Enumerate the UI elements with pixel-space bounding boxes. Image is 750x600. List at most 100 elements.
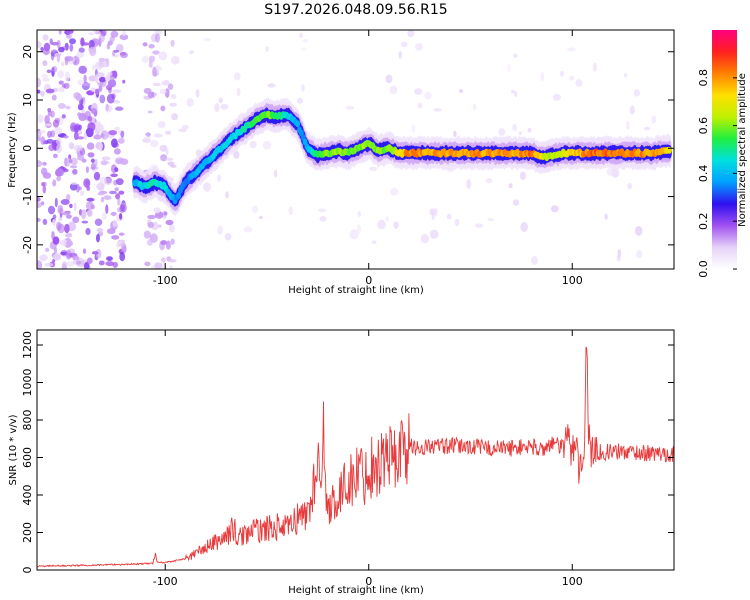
- noise-speckle: [165, 130, 172, 135]
- noise-speckle: [108, 130, 118, 136]
- noise-speckle: [168, 259, 177, 263]
- spectrogram-y-tick-label: 20: [21, 45, 34, 59]
- snr-x-tick-label: -100: [153, 575, 178, 588]
- noise-speckle: [52, 258, 56, 263]
- noise-speckle: [114, 187, 119, 192]
- noise-speckle: [40, 47, 44, 51]
- spectrogram-x-tick-label: 100: [562, 274, 583, 287]
- noise-speckle: [41, 73, 48, 78]
- noise-speckle: [154, 262, 163, 269]
- noise-speckle: [46, 69, 52, 74]
- noise-speckle: [50, 41, 60, 46]
- noise-speckle: [186, 98, 194, 107]
- noise-speckle: [415, 43, 423, 51]
- noise-speckle: [167, 83, 174, 90]
- noise-speckle: [433, 108, 442, 112]
- noise-speckle: [112, 70, 118, 78]
- spectrogram-x-axis-label: Height of straight line (km): [288, 285, 424, 296]
- noise-speckle: [569, 75, 575, 81]
- noise-speckle: [88, 32, 95, 36]
- noise-speckle: [195, 89, 200, 98]
- noise-speckle: [100, 160, 108, 166]
- noise-speckle: [389, 85, 398, 95]
- noise-speckle: [73, 144, 83, 152]
- noise-speckle: [249, 140, 257, 149]
- noise-speckle: [171, 94, 177, 100]
- noise-speckle: [297, 97, 303, 104]
- noise-speckle: [89, 46, 97, 57]
- noise-speckle: [50, 110, 55, 118]
- noise-speckle: [100, 196, 105, 203]
- spectrogram-y-tick-label: 10: [21, 93, 34, 107]
- noise-speckle: [424, 91, 432, 100]
- snr-y-tick-label: 600: [21, 447, 34, 468]
- noise-speckle: [37, 202, 42, 209]
- noise-speckle: [299, 32, 303, 39]
- noise-speckle: [147, 110, 153, 114]
- noise-speckle: [171, 113, 179, 121]
- noise-speckle: [64, 56, 69, 66]
- noise-speckle: [77, 79, 84, 86]
- noise-speckle: [487, 218, 494, 222]
- snr-y-tick-label: 200: [21, 522, 34, 543]
- noise-speckle: [147, 221, 154, 229]
- noise-speckle: [301, 47, 307, 52]
- noise-speckle: [45, 247, 50, 252]
- noise-speckle: [159, 88, 167, 95]
- snr-background: [37, 330, 674, 570]
- noise-speckle: [54, 197, 58, 208]
- noise-speckle: [431, 211, 435, 221]
- noise-speckle: [56, 143, 62, 154]
- noise-speckle: [91, 64, 96, 70]
- noise-speckle: [153, 92, 157, 96]
- noise-speckle: [40, 129, 46, 134]
- noise-speckle: [144, 261, 151, 267]
- noise-speckle: [103, 195, 112, 201]
- noise-speckle: [142, 138, 151, 143]
- noise-speckle: [115, 106, 124, 111]
- noise-speckle: [575, 79, 583, 88]
- noise-speckle: [75, 183, 80, 193]
- noise-speckle: [111, 235, 120, 240]
- snr-x-axis-label: Height of straight line (km): [288, 585, 424, 596]
- noise-speckle: [519, 171, 527, 180]
- noise-speckle: [189, 50, 194, 55]
- noise-speckle: [106, 93, 115, 104]
- noise-speckle: [643, 126, 651, 131]
- noise-speckle: [98, 260, 105, 266]
- noise-speckle: [170, 238, 175, 245]
- noise-speckle: [160, 240, 168, 246]
- noise-speckle: [118, 190, 125, 195]
- noise-speckle: [114, 126, 120, 131]
- noise-speckle: [75, 260, 82, 266]
- snr-y-tick-label: 1000: [21, 369, 34, 397]
- noise-speckle: [40, 90, 45, 97]
- noise-speckle: [356, 224, 362, 235]
- noise-speckle: [216, 174, 221, 182]
- noise-speckle: [61, 212, 71, 216]
- noise-speckle: [106, 228, 116, 235]
- noise-speckle: [617, 248, 621, 258]
- noise-speckle: [86, 197, 95, 202]
- noise-speckle: [167, 161, 175, 166]
- noise-speckle: [69, 183, 78, 191]
- noise-speckle: [66, 261, 75, 267]
- noise-speckle: [96, 233, 100, 243]
- noise-speckle: [168, 224, 175, 233]
- noise-speckle: [485, 178, 493, 184]
- noise-speckle: [42, 218, 48, 225]
- noise-speckle: [527, 127, 532, 133]
- noise-speckle: [68, 159, 73, 164]
- noise-speckle: [83, 74, 87, 84]
- noise-speckle: [43, 42, 51, 52]
- noise-speckle: [141, 56, 150, 63]
- noise-speckle: [147, 214, 157, 220]
- spectrogram-y-tick-label: -20: [21, 236, 34, 254]
- noise-speckle: [301, 84, 305, 92]
- noise-speckle: [82, 248, 87, 254]
- spectral-ridge-cell: [295, 120, 301, 128]
- noise-speckle: [60, 61, 65, 67]
- noise-speckle: [78, 112, 87, 122]
- noise-speckle: [73, 131, 79, 141]
